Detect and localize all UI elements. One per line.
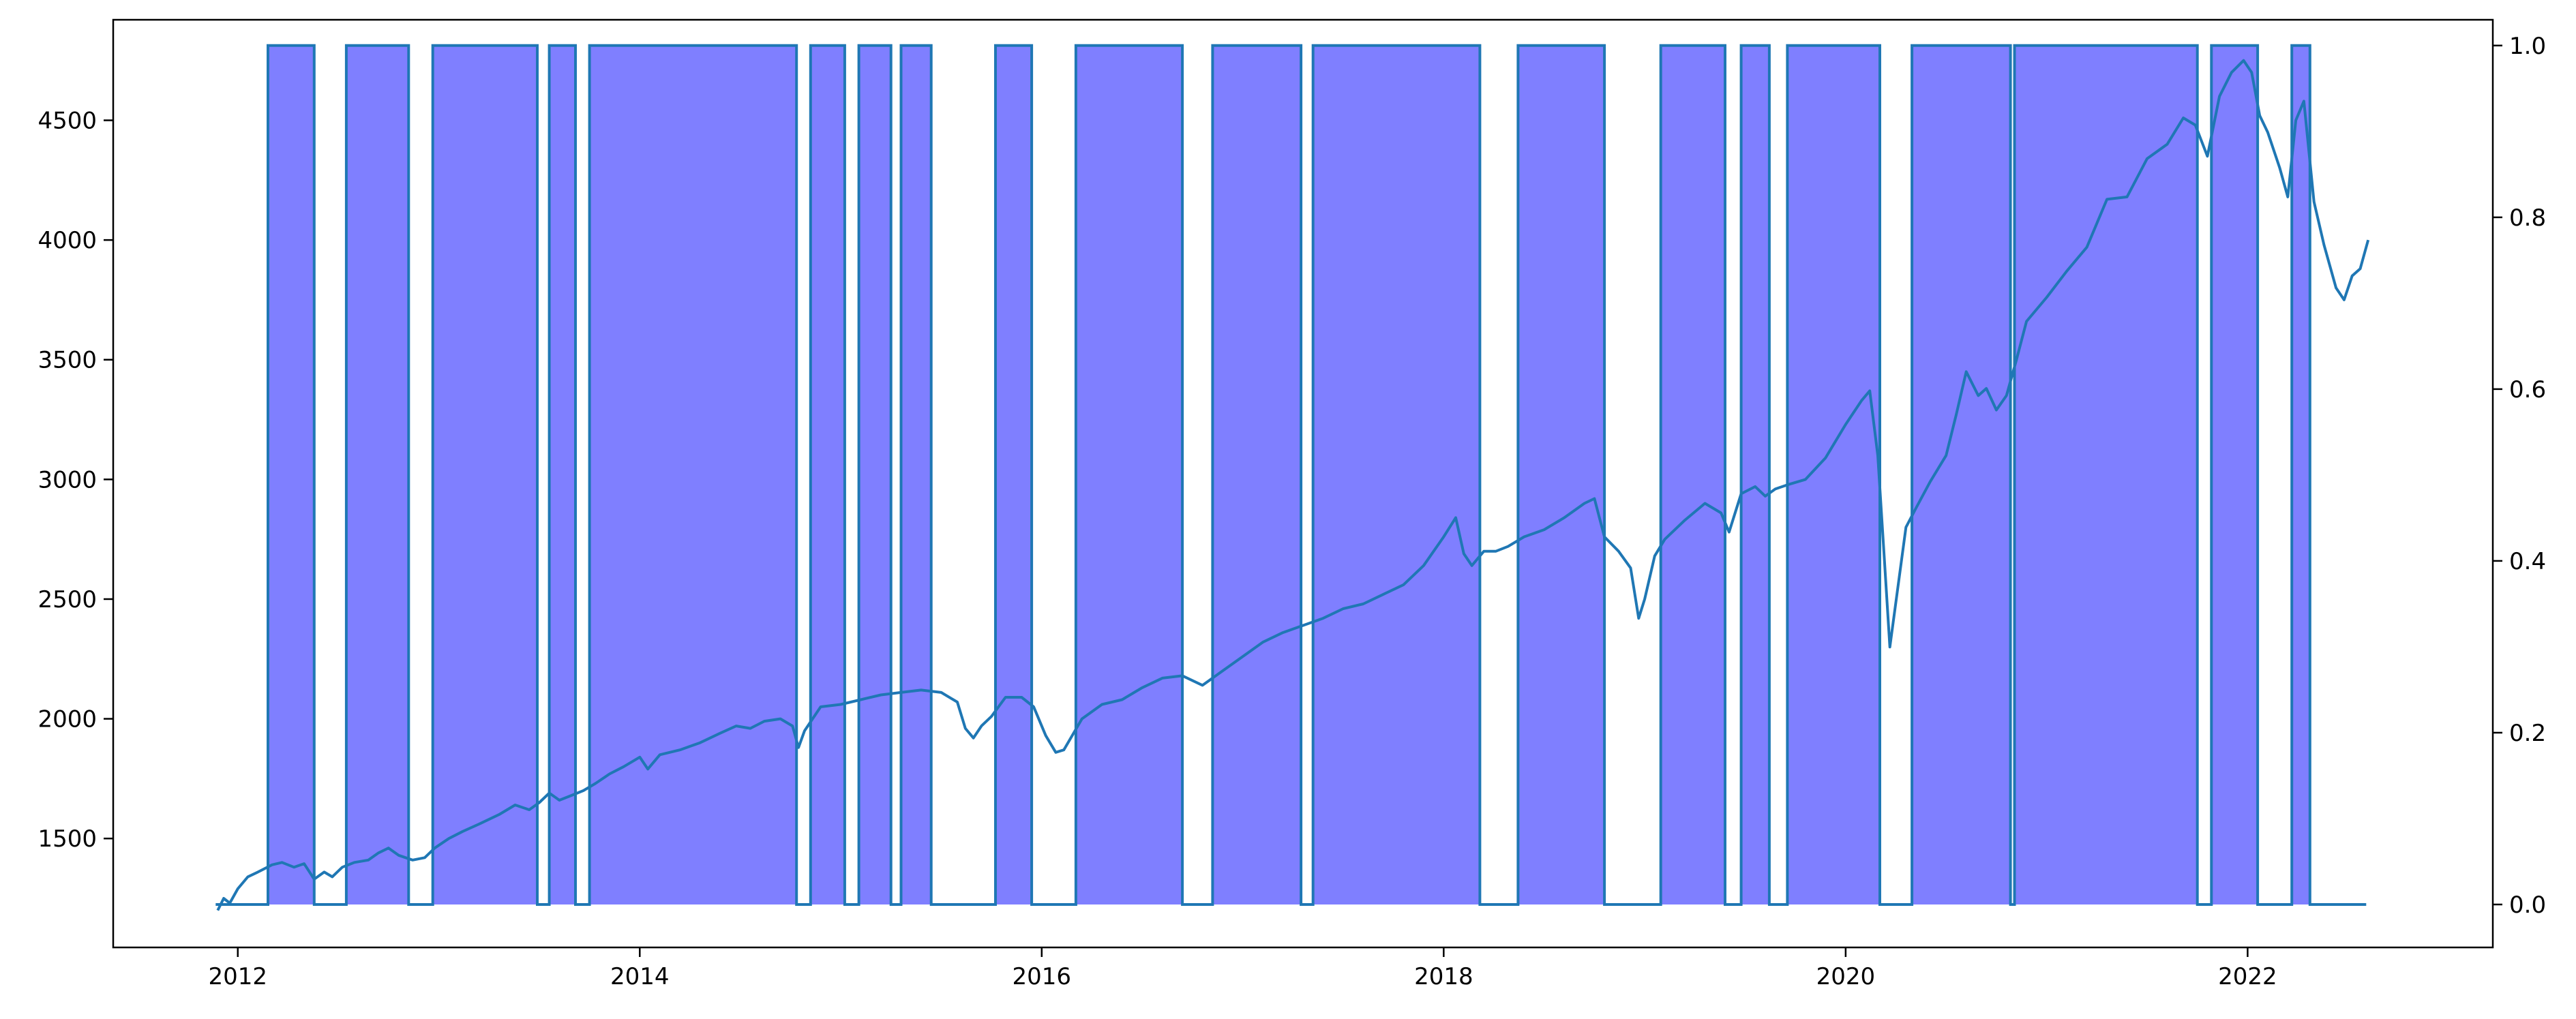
x-axis: 2012 2014 2016 2018 2020 2022 bbox=[208, 947, 2277, 990]
plot-frame bbox=[112, 18, 2494, 949]
y-axis-left: 1500 2000 2500 3000 3500 4000 4500 bbox=[38, 108, 113, 853]
x-tick-label: 2016 bbox=[1013, 963, 1072, 990]
left-y-tick-label: 2500 bbox=[38, 586, 97, 613]
y-axis-right: 0.0 0.2 0.4 0.6 0.8 1.0 bbox=[2493, 33, 2546, 919]
x-tick-label: 2022 bbox=[2218, 963, 2277, 990]
left-y-tick-label: 1500 bbox=[38, 825, 97, 853]
right-y-tick-label: 1.0 bbox=[2509, 33, 2546, 60]
left-y-tick-label: 2000 bbox=[38, 706, 97, 733]
price-line bbox=[216, 59, 2370, 911]
x-tick-label: 2014 bbox=[610, 963, 670, 990]
signal-fill-layer bbox=[215, 45, 2367, 904]
left-y-tick-label: 3500 bbox=[38, 347, 97, 374]
x-tick-label: 2020 bbox=[1816, 963, 1876, 990]
x-tick-label: 2018 bbox=[1414, 963, 1473, 990]
series-line-layer bbox=[215, 44, 2370, 911]
left-y-tick-label: 3000 bbox=[38, 466, 97, 493]
right-y-tick-label: 0.2 bbox=[2509, 720, 2546, 747]
right-y-tick-label: 0.8 bbox=[2509, 204, 2546, 232]
signal-fill-area bbox=[215, 45, 2367, 904]
right-y-tick-label: 0.6 bbox=[2509, 376, 2546, 404]
right-y-tick-label: 0.0 bbox=[2509, 892, 2546, 919]
left-y-tick-label: 4500 bbox=[38, 108, 97, 135]
x-tick-label: 2012 bbox=[208, 963, 267, 990]
left-y-tick-label: 4000 bbox=[38, 227, 97, 254]
signal-step-line bbox=[215, 44, 2367, 906]
right-y-tick-label: 0.4 bbox=[2509, 548, 2546, 575]
